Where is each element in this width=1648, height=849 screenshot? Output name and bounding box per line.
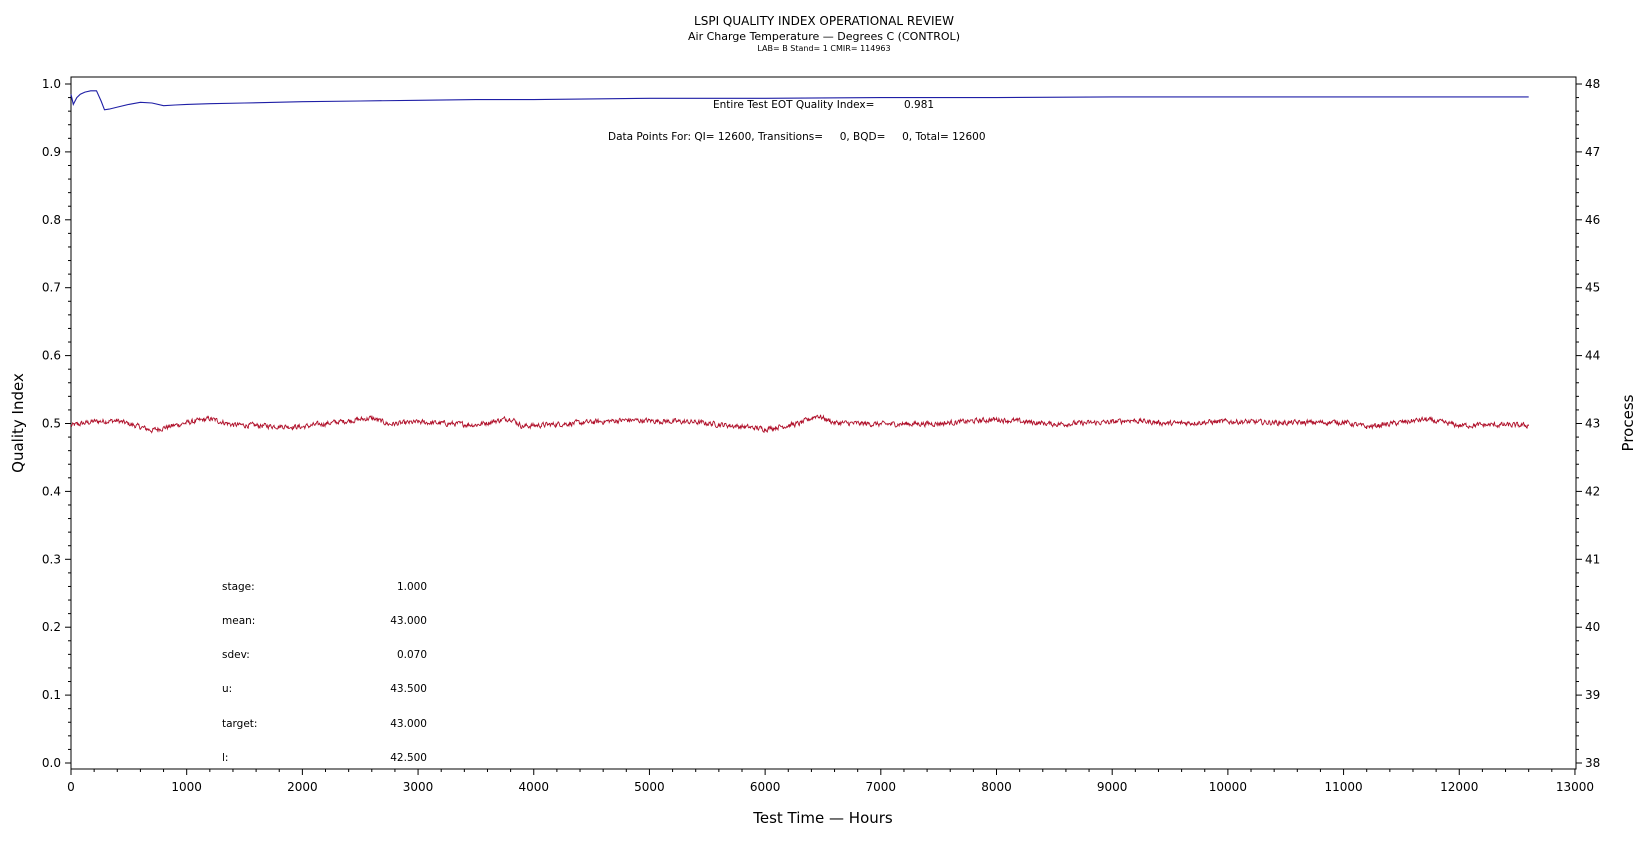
stat-value: 43.000: [390, 718, 427, 730]
y-tick-label: 0.3: [42, 552, 61, 566]
x-tick-label: 4000: [518, 780, 549, 794]
y-tick-label: 0.9: [42, 145, 61, 159]
stat-label: u:: [222, 683, 232, 695]
y2-tick-label: 41: [1585, 552, 1600, 566]
stat-label: target:: [222, 718, 257, 730]
y-tick-label: 0.1: [42, 688, 61, 702]
chart-title: LSPI QUALITY INDEX OPERATIONAL REVIEW: [694, 14, 954, 28]
y2-tick-label: 38: [1585, 756, 1600, 770]
stats-table: stage: 1.000 mean: 43.000 sdev: 0.070 u: 43.500…: [222, 581, 427, 764]
y2-tick-label: 39: [1585, 688, 1600, 702]
stat-label: mean:: [222, 615, 255, 627]
stat-label: l:: [222, 752, 228, 764]
eot-quality-label: Entire Test EOT Quality Index=: [713, 99, 874, 111]
x-tick-label: 3000: [403, 780, 434, 794]
y-tick-label: 0.0: [42, 756, 61, 770]
x-tick-label: 10000: [1209, 780, 1247, 794]
x-tick-label: 9000: [1097, 780, 1128, 794]
x-tick-label: 11000: [1324, 780, 1362, 794]
y2-tick-label: 42: [1585, 484, 1600, 498]
x-tick-label: 5000: [634, 780, 665, 794]
stat-value: 42.500: [390, 752, 427, 764]
x-tick-label: 7000: [866, 780, 897, 794]
y2-tick-label: 45: [1585, 281, 1600, 295]
y-tick-label: 0.6: [42, 349, 61, 363]
y-tick-label: 1.0: [42, 77, 61, 91]
y2-tick-label: 46: [1585, 213, 1600, 227]
x-tick-label: 1000: [171, 780, 202, 794]
y2-tick-label: 40: [1585, 620, 1600, 634]
x-tick-label: 0: [67, 780, 75, 794]
y2-tick-label: 43: [1585, 417, 1600, 431]
x-axis: 0 1000 2000 3000 4000 5000 6000 7000 8000 9000 100…: [67, 769, 1594, 794]
x-tick-label: 13000: [1556, 780, 1594, 794]
y2-axis-label: Process: [1619, 394, 1637, 451]
y-tick-label: 0.2: [42, 620, 61, 634]
y-axis-label: Quality Index: [9, 373, 27, 473]
y2-tick-label: 47: [1585, 145, 1600, 159]
y2-tick-label: 44: [1585, 349, 1600, 363]
data-points-annotation: Data Points For: QI= 12600, Transitions=…: [608, 131, 986, 143]
plot-frame: [70, 76, 1577, 770]
y-axis-left: 0.0 0.1 0.2 0.3 0.4 0.5 0.6 0.7 0.8 0.9 1.0: [42, 77, 71, 770]
eot-quality-value: 0.981: [904, 99, 934, 111]
series-layer: [70, 90, 1530, 434]
y2-tick-label: 48: [1585, 77, 1600, 91]
stat-value: 1.000: [397, 581, 427, 593]
stat-value: 43.500: [390, 683, 427, 695]
x-tick-label: 8000: [981, 780, 1012, 794]
stat-value: 0.070: [397, 649, 427, 661]
stat-label: sdev:: [222, 649, 250, 661]
y-axis-right: 38 39 40 41 42 43 44 45 46 47 48: [1576, 77, 1600, 770]
x-tick-label: 6000: [750, 780, 781, 794]
x-tick-label: 12000: [1440, 780, 1478, 794]
y-tick-label: 0.8: [42, 213, 61, 227]
y-tick-label: 0.4: [42, 484, 61, 498]
process-line: [70, 414, 1530, 434]
quality-index-line: [70, 90, 1529, 111]
x-axis-label: Test Time — Hours: [752, 809, 893, 827]
x-tick-label: 2000: [287, 780, 318, 794]
stat-value: 43.000: [390, 615, 427, 627]
chart-subtitle: Air Charge Temperature — Degrees C (CONT…: [688, 30, 960, 43]
y-tick-label: 0.7: [42, 281, 61, 295]
stat-label: stage:: [222, 581, 255, 593]
y-tick-label: 0.5: [42, 417, 61, 431]
chart-subtitle-2: LAB= B Stand= 1 CMIR= 114963: [757, 44, 890, 53]
